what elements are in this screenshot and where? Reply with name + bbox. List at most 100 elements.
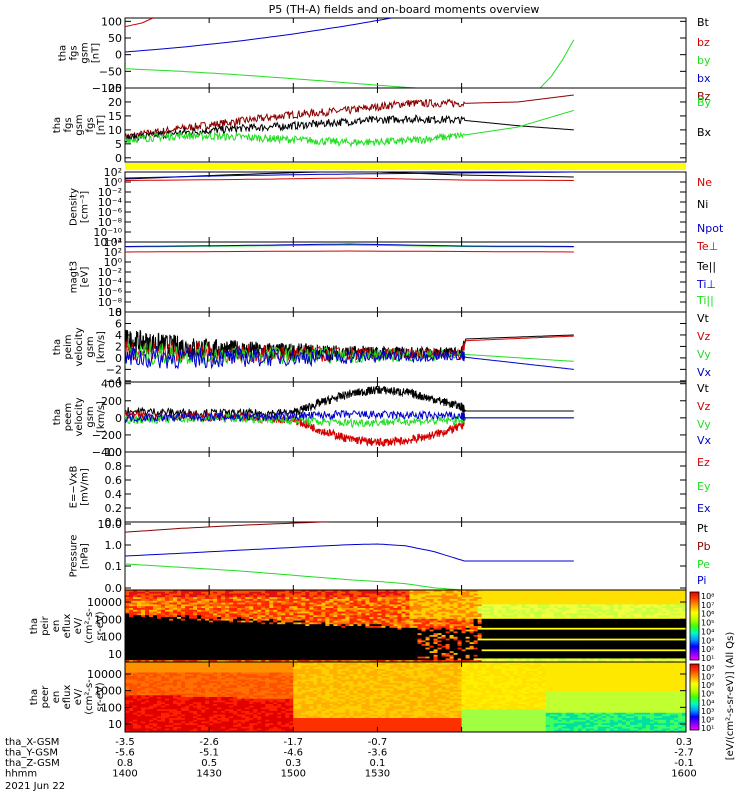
x-tick-label: 1500 [281, 769, 306, 780]
y-tick-label: 1.0 [105, 539, 123, 552]
y-tick-label: 10⁰ [104, 256, 123, 269]
y-tick-label: 10⁻⁸ [98, 296, 123, 309]
y-axis-label: gsm [74, 114, 85, 135]
y-tick-label: 1000 [94, 613, 122, 626]
y-tick-label: 100 [101, 701, 122, 714]
panel-frame [124, 451, 687, 523]
colorbar-tick-label: 10² [701, 715, 714, 724]
y-axis-label: [nT] [96, 115, 107, 135]
colorbar-tick-label: 10³ [701, 636, 714, 645]
panel-7: 1.00.80.60.40.20.0 E=−VxB [mV/m] Ez Ey Ex [69, 446, 711, 529]
series-line-Npot [125, 172, 574, 179]
series-line-Ti⊥ [125, 243, 574, 247]
y-axis-label: [nT] [91, 43, 102, 63]
x-tick-label: -5.6 [115, 748, 135, 759]
electron-spectrogram [125, 662, 687, 733]
y-axis-label: [cm⁻³] [80, 191, 91, 223]
series-line-Ne [125, 177, 574, 181]
x-tick-label: -1.7 [284, 737, 304, 748]
y-tick-label: −100 [92, 82, 122, 95]
legend-entry: Vx [697, 434, 712, 447]
y-tick-label: 100 [101, 631, 122, 644]
y-axis-label: gsm [80, 42, 91, 63]
legend-entry: Vx [697, 366, 712, 379]
legend-entry: Npot [697, 222, 724, 235]
y-tick-label: −200 [92, 429, 122, 442]
y-tick-label: 0.1 [105, 560, 123, 573]
y-axis-label: [mV/m] [80, 468, 91, 506]
y-tick-label: 0 [115, 412, 122, 425]
legend-entry: Ez [697, 456, 710, 469]
y-tick-label: 0 [115, 152, 122, 165]
y-axis-label: tha [58, 45, 69, 61]
x-tick-label: -0.7 [368, 737, 388, 748]
y-axis-label: en [51, 691, 62, 704]
y-axis-label: Pressure [69, 535, 80, 578]
x-tick-label: -3.5 [115, 737, 135, 748]
legend-entry: Vy [697, 418, 711, 431]
legend-entry: Pi [697, 574, 706, 587]
y-axis-label: peim [63, 334, 74, 359]
colorbar-tick-label: 10¹ [701, 654, 714, 663]
y-axis-label: peem [63, 403, 74, 431]
colorbar-tick-label: 10⁵ [701, 690, 714, 699]
y-axis-label: magt3 [69, 261, 80, 294]
series-line-Bx [125, 114, 574, 143]
y-axis-label: eV/ [73, 688, 84, 705]
x-axis-row-label: tha_X-GSM [5, 737, 59, 748]
x-tick-label: 1530 [365, 769, 390, 780]
legend-entry: Vt [697, 312, 710, 325]
y-axis-label: tha [52, 339, 63, 355]
series-line-Pi [125, 543, 574, 562]
panel-6: 400 200 0 −200 −400 tha peem velocity gsm [km/s] V… [52, 378, 712, 459]
y-axis-label: Density [69, 188, 80, 226]
y-tick-label: 200 [101, 395, 122, 408]
series-line-bz [125, 18, 154, 28]
x-tick-label: -2.6 [199, 737, 219, 748]
x-tick-label: 0.8 [117, 758, 133, 769]
legend-entry: Vz [697, 400, 711, 413]
panel-1: 100 50 0 −50 −100 tha fgs gsm [nT] Bt bz by bx [58, 15, 711, 95]
y-tick-label: 100 [101, 15, 122, 28]
y-axis-label: eflux [62, 685, 73, 710]
legend-entry: Ni [697, 198, 708, 211]
x-tick-label: 0.5 [201, 758, 217, 769]
y-tick-label: 10⁻² [98, 266, 122, 279]
y-axis-label: velocity [74, 397, 85, 436]
legend-entry: Ti⊥ [696, 278, 716, 291]
series-line-by [539, 39, 575, 88]
panel-frame [124, 87, 687, 163]
y-tick-label: 20 [108, 96, 122, 109]
x-tick-label: -0.1 [674, 758, 694, 769]
y-tick-label: 10⁻¹² [93, 236, 122, 249]
colorbar-tick-label: 10⁷ [701, 601, 714, 610]
colorbar-label: [eV/(cm²-s-sr-eV)] (All Qs) [725, 632, 736, 761]
y-axis-label: fgs [69, 45, 80, 60]
series-line-By [125, 109, 574, 148]
colorbar-tick-label: 10⁸ [701, 664, 714, 673]
y-tick-label: 10⁻⁶ [98, 206, 123, 219]
colorbar-tick-label: 10⁸ [701, 592, 714, 601]
series-line-Vx [125, 409, 574, 424]
y-axis-label: [eV] [80, 267, 91, 288]
date-label: 2021 Jun 22 [5, 781, 65, 792]
colorbar-tick-label: 10¹ [701, 724, 714, 733]
y-axis-label: [nPa] [80, 543, 91, 569]
y-tick-label: 10⁻⁴ [98, 196, 123, 209]
y-tick-label: 10 [108, 648, 122, 661]
panel-frame [124, 171, 687, 243]
y-axis-label: (cm²-s- [84, 679, 95, 715]
x-tick-label: -2.7 [674, 748, 694, 759]
y-tick-label: 0 [115, 49, 122, 62]
legend-entry: Bt [697, 16, 710, 29]
panel-frame [124, 241, 687, 313]
colorbar-tick-label: 10⁷ [701, 673, 714, 682]
y-tick-label: 10⁻¹⁰ [93, 226, 122, 239]
y-axis-label: peer [40, 685, 51, 709]
legend-entry: Te|| [696, 260, 716, 273]
colorbar-tick-label: 10⁶ [701, 681, 714, 690]
y-axis-label: tha [52, 409, 63, 425]
y-axis-label: E=−VxB [69, 466, 80, 509]
